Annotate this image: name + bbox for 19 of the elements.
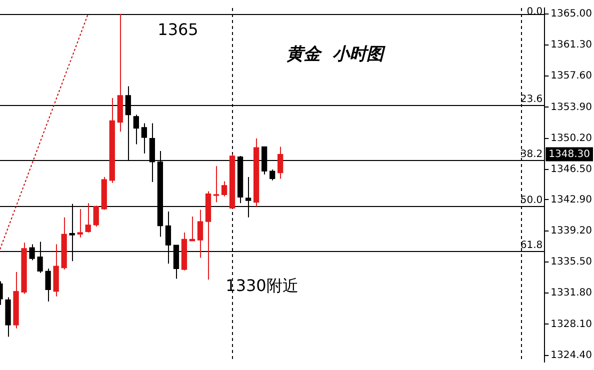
y-tick-label: 1361.30 (550, 40, 592, 51)
annotation: 1365 (158, 20, 198, 40)
annotation: 23.6 (520, 94, 543, 106)
y-tick-label: 1346.50 (550, 164, 592, 176)
y-tick-label: 1328.10 (550, 318, 592, 330)
y-tick-label: 1350.20 (550, 132, 592, 144)
y-tick-label: 1357.60 (550, 70, 592, 82)
y-tick-label: 1335.50 (550, 256, 592, 268)
y-tick-label: 1331.80 (550, 288, 592, 299)
y-tick-label: 1324.40 (550, 350, 592, 361)
y-tick-label: 1365.00 (550, 8, 592, 20)
y-tick-label: 1339.20 (550, 225, 592, 236)
y-tick-label: 1353.90 (550, 102, 592, 113)
annotation: 50.0 (520, 195, 543, 206)
text: 1348.30 (548, 148, 590, 160)
annotation: 38.2 (520, 149, 543, 160)
annotation: 1330附近 (226, 276, 298, 296)
y-tick-label: 1342.90 (550, 194, 592, 206)
text: 黄金 小时图 (286, 44, 386, 64)
